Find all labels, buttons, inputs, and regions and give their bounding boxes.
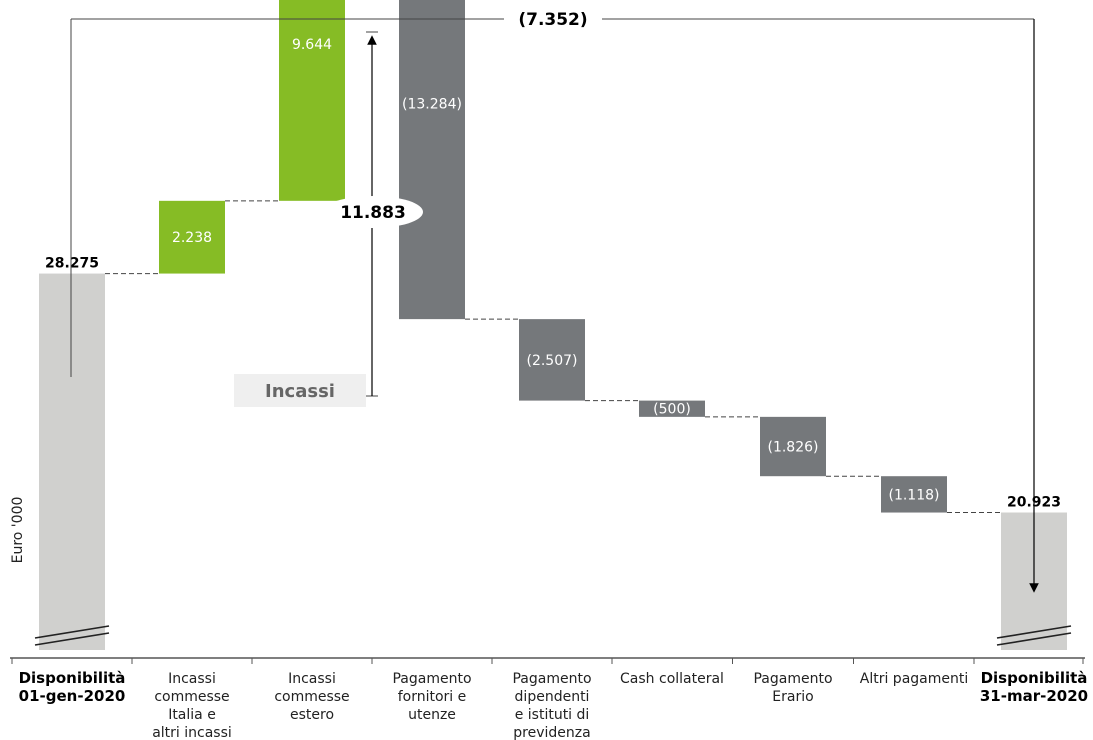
bar-0	[39, 273, 105, 650]
category-label-0: Disponibilità 01-gen-2020	[19, 669, 126, 705]
break-mark-0-a	[34, 625, 110, 639]
category-label-4: Pagamento dipendenti e istituti di previden…	[512, 671, 591, 740]
category-label-5: Cash collateral	[620, 671, 724, 687]
value-labels-group: 28.275 2.238 9.644 (13.284) (2.507) (500) (1.8…	[45, 37, 1061, 510]
category-label-2: Incassi commesse estero	[274, 671, 349, 723]
y-axis-label: Euro '000	[10, 497, 26, 564]
net-change-label: (7.352)	[518, 10, 587, 30]
bar-5	[639, 400, 705, 417]
value-label-5: (500)	[653, 402, 691, 418]
break-mark-8-a	[996, 625, 1072, 639]
incassi-label-box	[234, 374, 366, 407]
bar-7	[881, 476, 947, 513]
value-label-0: 28.275	[45, 256, 99, 272]
break-mark-0-b	[34, 632, 110, 646]
value-label-4: (2.507)	[526, 353, 577, 369]
value-label-7: (1.118)	[888, 487, 939, 503]
bar-2	[279, 0, 345, 201]
incassi-group-label: Incassi	[265, 381, 335, 402]
bar-4	[519, 319, 585, 401]
bar-3	[399, 0, 465, 320]
category-label-7: Altri pagamenti	[860, 671, 969, 687]
value-label-1: 2.238	[172, 230, 212, 246]
category-labels-group: Disponibilità 01-gen-2020 Incassi commesse I…	[19, 669, 1089, 740]
bar-1	[159, 200, 225, 274]
bar-6	[760, 416, 826, 477]
connector-lines	[105, 200, 1001, 514]
axis-break-marks	[34, 625, 1072, 646]
x-axis-ticks	[11, 658, 1084, 664]
category-label-6: Pagamento Erario	[753, 671, 832, 705]
category-label-1: Incassi commesse Italia e altri incassi	[152, 671, 232, 740]
bars-group	[39, 0, 1067, 650]
category-label-8: Disponibilità 31-mar-2020	[980, 669, 1088, 705]
category-label-3: Pagamento fornitori e utenze	[392, 671, 471, 723]
value-label-2: 9.644	[292, 37, 332, 53]
value-label-6: (1.826)	[767, 440, 818, 456]
value-label-3: (13.284)	[402, 96, 462, 112]
incassi-total-badge	[323, 196, 423, 228]
break-mark-8-b	[996, 632, 1072, 646]
incassi-total-value: 11.883	[340, 203, 406, 223]
